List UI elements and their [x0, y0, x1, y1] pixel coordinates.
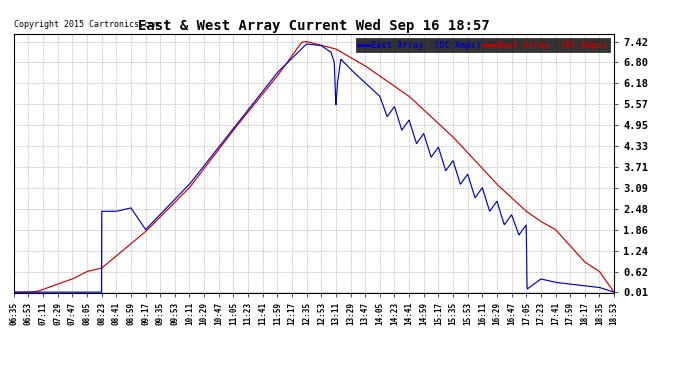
Legend: East Array  (DC Amps), West Array  (DC Amps): East Array (DC Amps), West Array (DC Amp… [356, 38, 610, 52]
Text: Copyright 2015 Cartronics.com: Copyright 2015 Cartronics.com [14, 20, 159, 28]
Title: East & West Array Current Wed Sep 16 18:57: East & West Array Current Wed Sep 16 18:… [138, 19, 490, 33]
